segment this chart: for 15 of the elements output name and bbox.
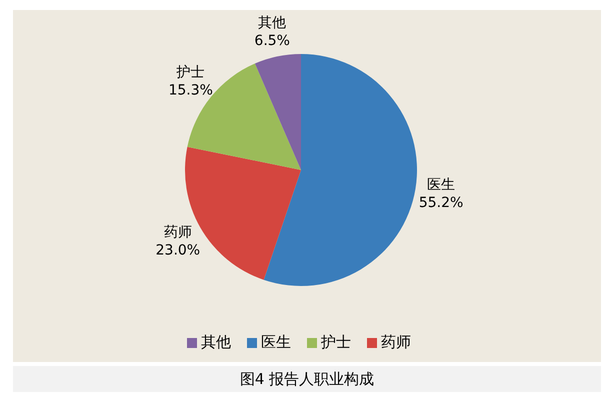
slice-label: 药师	[164, 224, 192, 241]
data-label: 55.2%	[418, 195, 464, 212]
data-label: 23.0%	[156, 242, 200, 259]
slice-label: 其他	[258, 14, 286, 31]
legend-label: 其他	[201, 333, 231, 351]
slice-label: 护士	[176, 64, 205, 81]
pie-slice	[254, 54, 301, 170]
slice-label: 医生	[427, 177, 456, 194]
caption: 图4 报告人职业构成	[13, 366, 601, 392]
pie-slice	[264, 54, 417, 286]
data-label: 15.3%	[168, 82, 213, 99]
data-label: 6.5%	[254, 32, 290, 49]
legend-label: 医生	[261, 333, 291, 351]
legend-label: 药师	[381, 333, 411, 351]
legend-label: 护士	[321, 333, 351, 351]
